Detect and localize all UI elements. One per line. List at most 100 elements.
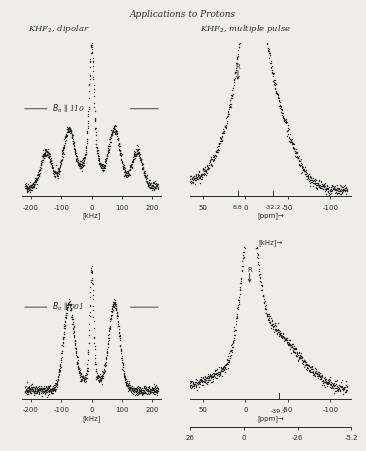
Point [215, 147, 221, 154]
Point [128, 163, 134, 170]
Point [58, 157, 64, 165]
Point [263, 305, 269, 313]
Point [109, 308, 115, 316]
Point [117, 336, 123, 344]
Point [82, 155, 87, 162]
Point [339, 377, 345, 384]
Point [286, 138, 292, 145]
Point [343, 377, 349, 385]
Point [232, 331, 238, 339]
Point [117, 333, 123, 340]
Point [77, 369, 83, 377]
Point [135, 390, 141, 397]
Point [67, 301, 73, 308]
Point [125, 385, 131, 392]
Point [327, 187, 333, 194]
Point [147, 385, 153, 392]
Point [25, 186, 30, 193]
Point [37, 166, 43, 173]
Point [142, 385, 148, 392]
Point [281, 116, 287, 123]
Point [152, 181, 158, 188]
Point [126, 385, 132, 392]
Point [302, 361, 308, 368]
Point [316, 369, 322, 376]
Point [153, 184, 159, 192]
Point [116, 322, 122, 330]
Point [90, 57, 96, 64]
Point [119, 159, 125, 166]
Point [66, 124, 72, 131]
Point [197, 172, 203, 179]
Point [268, 60, 273, 67]
Point [130, 158, 136, 165]
Point [236, 40, 242, 47]
Point [202, 170, 208, 178]
Point [197, 380, 203, 387]
Point [295, 357, 300, 364]
Point [122, 172, 127, 179]
Text: R: R [236, 64, 240, 70]
Point [313, 184, 318, 191]
Point [222, 122, 228, 129]
Point [197, 377, 203, 384]
Point [119, 157, 125, 165]
Point [84, 364, 90, 372]
Point [307, 367, 313, 374]
Point [33, 178, 38, 185]
Point [71, 143, 77, 150]
Point [295, 154, 300, 161]
Point [202, 372, 208, 379]
Point [322, 185, 328, 193]
Point [147, 388, 153, 395]
Point [213, 367, 219, 374]
Point [320, 181, 326, 189]
Point [310, 369, 315, 377]
Point [309, 364, 314, 371]
Point [110, 303, 116, 310]
Point [56, 366, 62, 373]
Point [298, 161, 304, 169]
Point [139, 387, 145, 394]
Point [216, 372, 221, 379]
Point [95, 147, 101, 154]
Point [261, 14, 266, 21]
Point [326, 183, 332, 190]
Point [279, 335, 285, 342]
Point [121, 163, 127, 170]
Point [130, 384, 136, 391]
Point [94, 150, 100, 157]
Point [112, 301, 118, 308]
Point [272, 76, 277, 83]
Point [233, 320, 239, 327]
Point [101, 366, 107, 373]
Point [224, 355, 230, 362]
Point [29, 385, 35, 392]
Point [41, 387, 47, 395]
Point [309, 368, 314, 375]
Point [239, 267, 245, 275]
Point [266, 50, 272, 57]
Point [83, 374, 89, 382]
Point [60, 145, 66, 152]
Point [149, 179, 154, 186]
Point [115, 135, 120, 142]
Point [214, 146, 220, 153]
Point [122, 376, 128, 383]
Point [134, 150, 140, 157]
Point [329, 182, 335, 189]
Point [231, 75, 237, 83]
Point [319, 185, 325, 192]
Point [95, 151, 101, 158]
Point [109, 308, 115, 315]
Point [110, 128, 116, 135]
Point [338, 188, 344, 195]
Point [113, 129, 119, 136]
Point [281, 338, 287, 345]
Point [91, 86, 97, 93]
Point [317, 372, 323, 379]
Point [87, 50, 93, 57]
Point [149, 183, 155, 190]
Point [126, 387, 132, 394]
Point [81, 375, 87, 382]
